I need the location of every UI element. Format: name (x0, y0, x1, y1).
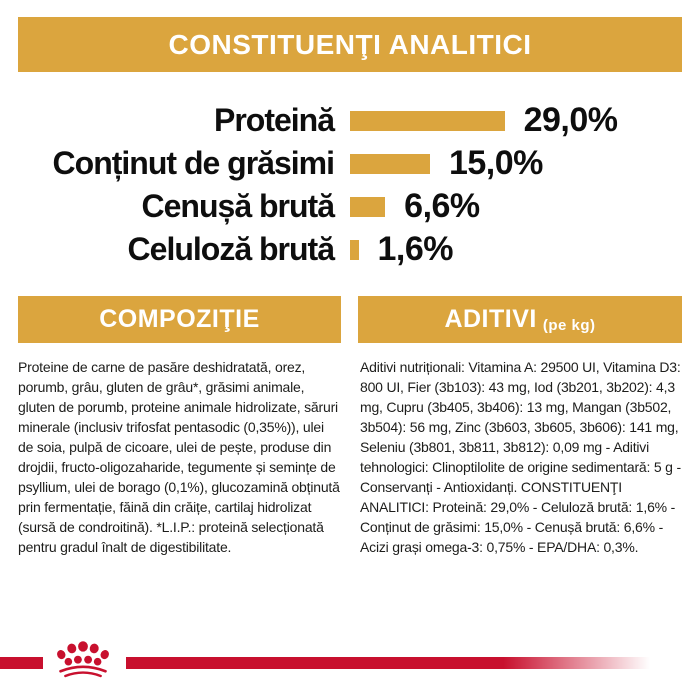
chart-row-fat: Conținut de grăsimi 15,0% (0, 142, 700, 185)
chart-bar (350, 153, 430, 174)
chart-category-label: Conținut de grăsimi (52, 145, 335, 181)
analytical-constituents-banner: CONSTITUENŢI ANALITICI (18, 17, 682, 72)
royal-canin-crown-paw-logo (49, 640, 117, 678)
chart-value-label: 1,6% (377, 230, 454, 268)
chart-category-label: Cenușă brută (141, 188, 335, 224)
additives-title-suffix: (pe kg) (542, 317, 596, 334)
composition-banner: COMPOZIŢIE (18, 296, 341, 343)
composition-text: Proteine de carne de pasăre deshidratată… (18, 359, 340, 555)
analytical-constituents-title: CONSTITUENŢI ANALITICI (168, 28, 532, 60)
chart-category-label: Proteină (213, 102, 335, 138)
chart-value-label: 6,6% (404, 187, 480, 225)
additives-title: ADITIVI (444, 305, 537, 333)
chart-bar (350, 110, 505, 131)
chart-bar (350, 239, 359, 260)
chart-row-protein: Proteină 29,0% (0, 99, 700, 142)
analytical-constituents-chart: Proteină 29,0% Conținut de grăsimi 15,0%… (0, 99, 700, 271)
brand-stripe-right (126, 657, 650, 669)
chart-row-crude-fibre: Celuloză brută 1,6% (0, 228, 700, 271)
brand-stripe-left (0, 657, 43, 669)
chart-bar (350, 196, 386, 217)
chart-category-label: Celuloză brută (127, 231, 335, 267)
chart-value-label: 29,0% (523, 101, 618, 139)
chart-row-crude-ash: Cenușă brută 6,6% (0, 185, 700, 228)
additives-text: Aditivi nutriționali: Vitamina A: 29500 … (360, 359, 681, 555)
chart-value-label: 15,0% (448, 144, 543, 182)
composition-title: COMPOZIŢIE (99, 305, 260, 333)
additives-banner: ADITIVI (pe kg) (358, 296, 682, 343)
